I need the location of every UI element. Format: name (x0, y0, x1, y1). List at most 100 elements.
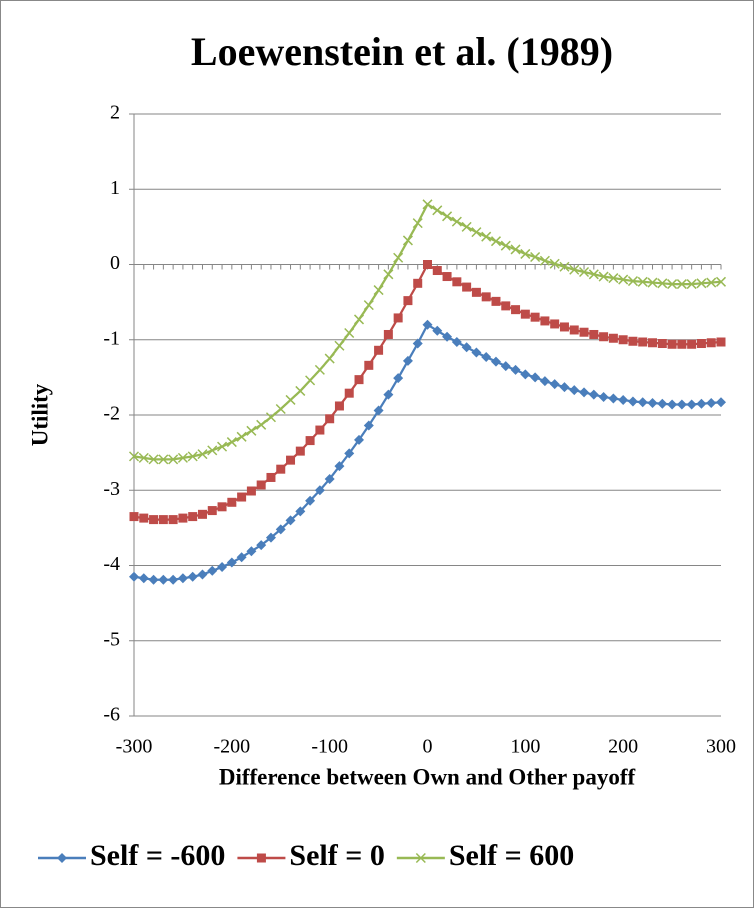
marker (627, 276, 638, 287)
marker (569, 264, 580, 275)
marker (628, 336, 638, 346)
marker (715, 276, 727, 287)
marker (168, 454, 179, 465)
marker (490, 356, 501, 367)
x-tick-label: -100 (311, 736, 348, 758)
marker (353, 314, 365, 325)
marker (226, 437, 237, 448)
marker (451, 337, 462, 348)
x-tick-label: 200 (608, 736, 638, 758)
marker (530, 372, 541, 383)
marker (138, 573, 149, 584)
marker (676, 279, 687, 290)
marker (148, 454, 159, 465)
marker (657, 339, 667, 349)
marker (481, 231, 492, 242)
marker (696, 339, 706, 349)
marker (530, 251, 541, 263)
marker (393, 373, 404, 384)
marker (549, 258, 560, 269)
marker (344, 388, 354, 398)
y-tick-label: -5 (103, 628, 120, 650)
y-tick-label: -4 (103, 553, 120, 575)
legend-marker (256, 853, 266, 863)
marker (648, 338, 658, 348)
marker (226, 557, 237, 568)
marker (676, 399, 687, 410)
marker (197, 449, 208, 460)
marker (511, 305, 521, 315)
marker (677, 339, 687, 349)
marker (510, 364, 521, 375)
marker (227, 497, 237, 507)
marker (276, 464, 286, 474)
marker (599, 332, 609, 342)
marker (324, 473, 335, 484)
marker (452, 277, 462, 287)
marker (138, 452, 149, 463)
marker (168, 574, 179, 585)
marker (657, 398, 668, 409)
marker (500, 361, 511, 372)
marker (471, 347, 482, 358)
marker (559, 261, 570, 272)
marker (236, 552, 247, 563)
marker (402, 235, 413, 246)
chart-title: Loewenstein et al. (1989) (191, 29, 613, 74)
marker (462, 282, 472, 292)
marker (374, 345, 384, 355)
marker (530, 312, 540, 322)
marker (423, 260, 432, 269)
marker (637, 397, 648, 408)
marker (295, 446, 305, 456)
marker (432, 266, 442, 276)
marker (422, 319, 433, 330)
y-tick-label: -2 (103, 403, 120, 425)
marker (706, 397, 717, 408)
marker (716, 337, 726, 347)
marker (188, 512, 198, 522)
legend-label: Self = 0 (289, 839, 384, 872)
x-tick-label: 300 (706, 736, 736, 758)
marker (667, 279, 678, 290)
marker (305, 436, 315, 446)
marker (305, 375, 316, 386)
marker (598, 391, 609, 402)
marker (187, 571, 198, 582)
marker (275, 524, 286, 535)
marker (402, 355, 413, 366)
marker (217, 502, 227, 512)
marker (667, 339, 677, 349)
marker (207, 445, 218, 456)
marker (520, 369, 531, 380)
marker (129, 571, 139, 582)
marker (334, 401, 344, 411)
marker (354, 375, 364, 385)
marker (608, 393, 619, 404)
marker (285, 394, 296, 405)
marker (246, 425, 257, 436)
marker (490, 236, 502, 247)
y-tick-label: -3 (103, 478, 120, 500)
marker (217, 562, 228, 573)
marker (383, 329, 393, 339)
x-tick-label: -300 (116, 736, 153, 758)
marker (275, 403, 286, 415)
marker (451, 216, 462, 227)
marker (363, 300, 374, 311)
marker (432, 205, 443, 216)
marker (432, 325, 443, 336)
marker (265, 532, 276, 543)
y-tick-label: 2 (110, 102, 120, 124)
marker (687, 339, 697, 349)
marker (481, 292, 491, 302)
legend-marker (57, 853, 67, 863)
marker (237, 492, 247, 502)
marker (686, 399, 697, 410)
y-tick-label: 0 (110, 252, 120, 274)
marker (706, 277, 717, 288)
marker (324, 353, 335, 364)
marker (638, 337, 648, 347)
marker (246, 546, 257, 557)
marker (520, 248, 531, 259)
